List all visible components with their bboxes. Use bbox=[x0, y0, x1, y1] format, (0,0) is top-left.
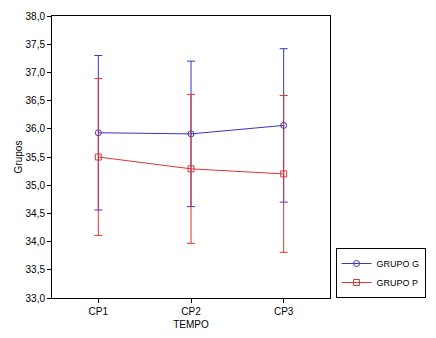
svg-text:37,5: 37,5 bbox=[26, 39, 46, 50]
svg-text:CP2: CP2 bbox=[181, 306, 201, 317]
svg-text:35,5: 35,5 bbox=[26, 152, 46, 163]
svg-text:36,5: 36,5 bbox=[26, 95, 46, 106]
svg-text:35,0: 35,0 bbox=[26, 180, 46, 191]
svg-text:34,0: 34,0 bbox=[26, 236, 46, 247]
svg-text:CP1: CP1 bbox=[89, 306, 109, 317]
svg-text:34,5: 34,5 bbox=[26, 208, 46, 219]
svg-text:33,0: 33,0 bbox=[26, 293, 46, 304]
svg-text:36,0: 36,0 bbox=[26, 123, 46, 134]
svg-text:GRUPO G: GRUPO G bbox=[377, 259, 420, 269]
svg-text:TEMPO: TEMPO bbox=[173, 319, 209, 330]
svg-text:Grupos: Grupos bbox=[13, 141, 24, 174]
svg-text:33,5: 33,5 bbox=[26, 264, 46, 275]
svg-text:GRUPO P: GRUPO P bbox=[377, 278, 419, 288]
svg-text:37,0: 37,0 bbox=[26, 67, 46, 78]
svg-text:CP3: CP3 bbox=[274, 306, 294, 317]
svg-text:38,0: 38,0 bbox=[26, 11, 46, 22]
